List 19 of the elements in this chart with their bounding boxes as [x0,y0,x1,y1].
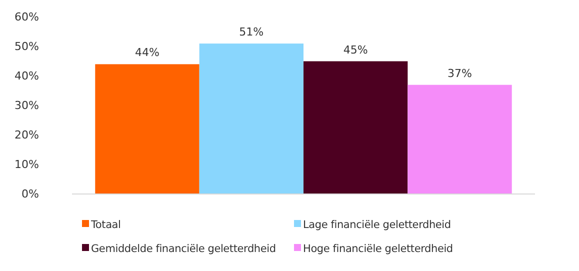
y-tick-label: 50% [14,40,39,54]
bar [304,61,408,194]
y-tick-label: 40% [14,70,39,83]
bar [408,84,512,194]
legend-label: Totaal [90,219,121,231]
y-tick-label: 10% [14,158,39,172]
y-tick-label: 30% [14,99,39,112]
bar [199,44,304,194]
data-label: 51% [239,26,264,39]
legend-label: Gemiddelde financiële geletterdheid [91,243,276,255]
data-label: 45% [343,43,368,56]
y-tick-label: 20% [14,128,39,142]
data-label: 37% [448,66,472,80]
y-tick-label: 60% [14,10,39,24]
legend-label: Lage financiële geletterdheid [303,219,451,231]
data-label: 44% [135,46,160,60]
y-tick-label: 0% [22,188,39,201]
legend-label: Hoge financiële geletterdheid [303,243,453,255]
bar [95,64,200,194]
